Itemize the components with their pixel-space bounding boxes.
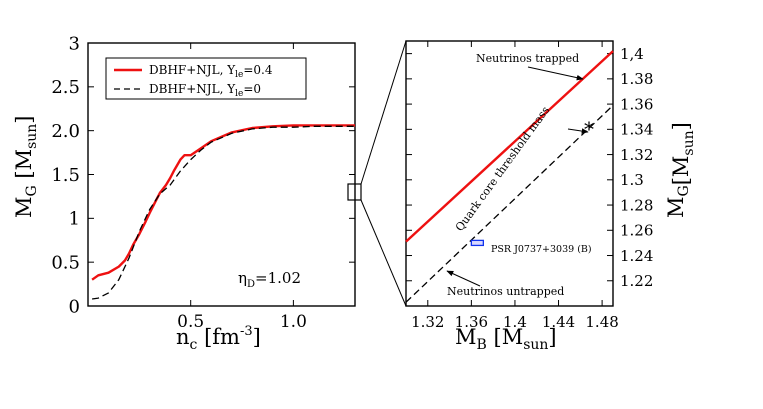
y-tick-label: 1.5 [51,165,80,186]
series-line-solid [405,50,614,243]
right-x-ticks: 1.32 1.36 1.4 1.44 1.48 [411,41,619,331]
zoom-line-top [360,40,407,185]
right-chart: 1.22 1.24 1.26 1.28 1.3 1.32 1.34 1.36 1.38 1,4 1… [405,40,697,353]
legend-entry-black: DBHF+NJL, Yle=0 [149,82,261,99]
y-tick-label: 1.3 [620,171,644,189]
right-y-axis-label: MG[Msun] [664,122,697,218]
y-tick-label: 3 [69,33,80,54]
x-tick-label: 1.48 [585,313,618,331]
annotation-threshold: Quark core threshold mass [453,104,553,234]
series-line-dashed [405,104,614,303]
right-x-axis-label: MB [Msun] [455,325,557,353]
zoom-line-bottom [360,199,407,307]
right-y-ticks: 1.22 1.24 1.26 1.28 1.3 1.32 1.34 1.36 1.38 1,4 [406,45,653,290]
eta-annotation: ηD=1.02 [238,269,301,290]
y-tick-label: 1.24 [620,247,653,265]
y-tick-label: 2.0 [51,121,80,142]
legend-entry-red: DBHF+NJL, Yle=0.4 [149,63,273,80]
left-x-axis-label: nc [fm-3] [176,324,261,353]
x-tick-label: 1.0 [280,312,307,332]
zoom-indicator [347,40,407,307]
annotation-pulsar: PSR J0737+3039 (B) [491,244,592,255]
annotation-neutrinos-trapped: Neutrinos trapped [476,52,579,65]
left-chart: 0 0.5 1 1.5 2.0 2.5 3 0.5 1.0 DBHF+NJL, Yle=0.4… [12,33,356,353]
pulsar-mass-box [470,239,485,247]
y-tick-label: 1.38 [620,70,653,88]
left-x-ticks: 0.5 1.0 [177,43,307,332]
left-y-axis-label: MG [Msun] [12,115,40,218]
x-tick-label: 1.36 [455,313,488,331]
left-series-group [91,124,355,300]
arrow-neutrinos-trapped [527,66,584,81]
y-tick-label: 1.26 [620,222,653,240]
arrow-neutrinos-untrapped [446,270,481,287]
y-tick-label: 0 [69,296,80,317]
x-tick-label: 1.44 [542,313,575,331]
arrow-threshold [567,128,589,134]
y-tick-label: 1 [69,209,80,230]
x-tick-label: 1.4 [503,313,527,331]
threshold-star-marker: * [584,117,594,141]
y-tick-label: 1.28 [620,196,653,214]
y-tick-label: 1.34 [620,121,653,139]
y-tick-label: 0.5 [51,252,80,273]
y-tick-label: 1.22 [620,272,653,290]
annotation-neutrinos-untrapped: Neutrinos untrapped [447,285,564,298]
series-line-solid [91,124,355,281]
legend-box [105,57,307,100]
right-plot-frame [405,40,614,307]
left-y-ticks: 0 0.5 1 1.5 2.0 2.5 3 [51,33,355,317]
x-tick-label: 1.32 [411,313,444,331]
y-tick-label: 1.32 [620,146,653,164]
zoom-box [347,183,362,201]
x-tick-label: 0.5 [177,312,204,332]
right-series-group: * [405,50,614,303]
series-line-dashed [92,125,355,300]
legend: DBHF+NJL, Yle=0.4 DBHF+NJL, Yle=0 [105,57,307,100]
y-tick-label: 2.5 [51,77,80,98]
y-tick-label: 1,4 [620,45,644,63]
y-tick-label: 1.36 [620,95,653,113]
